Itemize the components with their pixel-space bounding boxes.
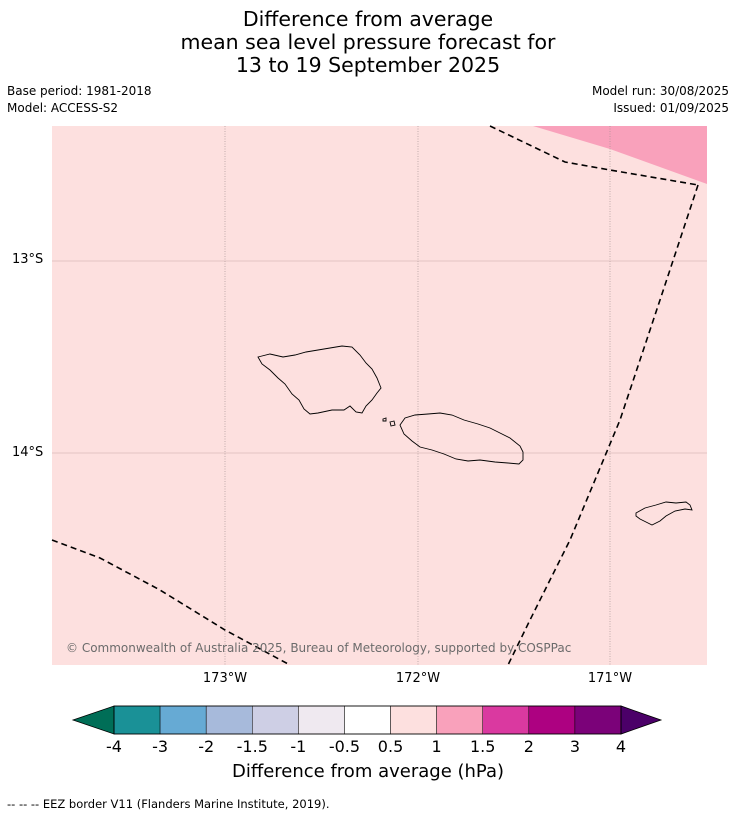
title-line-2: mean sea level pressure forecast for xyxy=(180,30,556,54)
map-background xyxy=(52,126,707,665)
colorbar-tick-label: 1.5 xyxy=(469,737,496,756)
colorbar-segment xyxy=(344,705,391,735)
lon-label-172w: 172°W xyxy=(395,671,441,686)
colorbar-segment xyxy=(298,705,345,735)
colorbar-tick-label: -3 xyxy=(152,737,169,756)
colorbar-tick-label: 1 xyxy=(431,737,442,756)
colorbar-segment xyxy=(574,705,622,735)
eez-border-southwest xyxy=(51,539,291,666)
colorbar-tick-label: -0.5 xyxy=(328,737,361,756)
chart-title: Difference from average mean sea level p… xyxy=(0,8,736,77)
island-manono xyxy=(389,420,396,427)
colorbar-tick-label: -1 xyxy=(290,737,307,756)
colorbar-tick-label: -4 xyxy=(106,737,122,756)
coastlines xyxy=(257,345,693,526)
anomaly-region-1-1p5 xyxy=(533,126,707,184)
colorbar-segment xyxy=(159,705,207,735)
lon-label-171w: 171°W xyxy=(587,671,633,686)
colorbar-tick-label: -1.5 xyxy=(236,737,268,756)
model-run: Model run: 30/08/2025 xyxy=(591,84,729,98)
lat-label-13s: 13°S xyxy=(12,252,44,267)
colorbar-segment xyxy=(113,705,161,735)
colorbar-segment xyxy=(252,705,299,735)
colorbar-segment xyxy=(482,705,530,735)
base-period: Base period: 1981-2018 xyxy=(7,84,152,98)
colorbar-segment xyxy=(528,705,576,735)
colorbar xyxy=(71,705,663,735)
island-savaii xyxy=(257,345,382,415)
copyright-notice: © Commonwealth of Australia 2025, Bureau… xyxy=(66,641,572,655)
eez-legend-footer: -- -- -- EEZ border V11 (Flanders Marine… xyxy=(7,797,330,811)
colorbar-tick-label: 3 xyxy=(569,737,580,756)
colorbar-tick-label: 4 xyxy=(615,737,627,756)
island-upolu xyxy=(399,412,524,465)
model-name: Model: ACCESS-S2 xyxy=(7,101,119,115)
lat-label-14s: 14°S xyxy=(12,445,44,460)
colorbar-tick-label: 2 xyxy=(523,737,534,756)
colorbar-under-arrow xyxy=(73,706,114,734)
eez-border-north xyxy=(489,125,699,186)
eez-border-east xyxy=(507,184,699,666)
island-apolima xyxy=(382,417,387,422)
colorbar-segment xyxy=(436,705,483,735)
colorbar-label: Difference from average (hPa) xyxy=(231,761,505,782)
issued-date: Issued: 01/09/2025 xyxy=(613,101,729,115)
colorbar-over-arrow xyxy=(621,706,661,734)
island-tutuila xyxy=(635,501,693,526)
meta-left: Base period: 1981-2018 Model: ACCESS-S2 xyxy=(7,83,152,117)
colorbar-segment xyxy=(205,705,253,735)
meta-right: Model run: 30/08/2025 Issued: 01/09/2025 xyxy=(592,83,729,117)
graticule xyxy=(52,126,707,665)
title-line-1: Difference from average xyxy=(242,7,494,31)
colorbar-tick-label: -2 xyxy=(198,737,215,756)
title-line-3: 13 to 19 September 2025 xyxy=(235,53,501,77)
colorbar-segment xyxy=(390,705,437,735)
colorbar-tick-label: 0.5 xyxy=(377,737,404,756)
colorbar-over-frame xyxy=(620,705,663,735)
colorbar-under-frame xyxy=(71,705,115,735)
eez-borders xyxy=(51,125,699,666)
lon-label-173w: 173°W xyxy=(202,671,248,686)
